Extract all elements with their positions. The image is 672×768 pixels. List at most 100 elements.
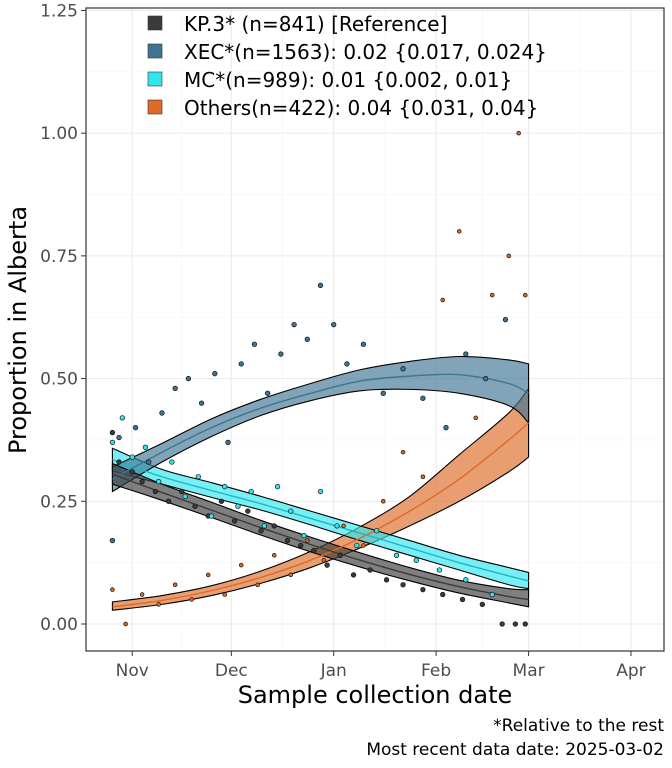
- data-point: [225, 439, 231, 446]
- data-point: [317, 282, 324, 288]
- y-tick-label: 1.25: [40, 1, 78, 21]
- data-point: [109, 537, 116, 544]
- data-point: [165, 498, 172, 504]
- legend-key: [147, 15, 163, 31]
- x-tick-label: Jan: [320, 661, 347, 681]
- data-point: [222, 592, 227, 597]
- data-point: [156, 479, 162, 485]
- data-point: [483, 375, 489, 382]
- data-point: [321, 557, 327, 563]
- data-point: [324, 562, 330, 568]
- data-point: [255, 582, 261, 587]
- data-point: [512, 621, 519, 627]
- y-tick-label: 0.25: [40, 492, 78, 512]
- y-axis-title: Proportion in Alberta: [4, 206, 32, 454]
- data-point: [182, 493, 188, 500]
- data-point: [420, 587, 426, 593]
- data-point: [506, 253, 512, 259]
- data-point: [288, 572, 294, 578]
- data-point: [463, 577, 469, 583]
- data-point: [261, 523, 268, 529]
- caption-relative: *Relative to the rest: [493, 716, 664, 736]
- data-point: [288, 508, 294, 514]
- confidence-bands: [111, 355, 530, 611]
- data-point: [413, 557, 419, 563]
- axis-ticks: Nov Dec Jan Feb Mar Apr 0.00 0.25 0.50 0.75 1.00 1.…: [40, 1, 646, 681]
- data-point: [499, 621, 505, 627]
- data-point: [179, 488, 185, 495]
- data-point: [383, 577, 390, 583]
- x-tick-label: Apr: [616, 661, 645, 681]
- data-point: [169, 459, 175, 465]
- x-tick-label: Feb: [421, 661, 451, 681]
- data-point: [284, 537, 291, 544]
- data-point: [110, 587, 115, 592]
- data-point: [238, 361, 244, 367]
- data-point: [195, 474, 201, 480]
- data-point: [341, 523, 346, 529]
- legend-label: KP.3* (n=841) [Reference]: [184, 12, 447, 36]
- x-axis-title: Sample collection date: [238, 681, 513, 709]
- data-point: [456, 229, 462, 234]
- data-point: [258, 528, 264, 534]
- data-point: [522, 621, 528, 627]
- data-point: [123, 621, 128, 627]
- data-point: [479, 601, 485, 608]
- y-tick-label: 0.50: [40, 370, 78, 390]
- y-tick-label: 0.75: [40, 247, 78, 267]
- fit-line: [112, 422, 530, 608]
- data-point: [218, 498, 225, 504]
- data-point: [172, 582, 178, 587]
- x-tick-label: Dec: [215, 661, 248, 681]
- data-point: [420, 474, 426, 480]
- legend-label: MC*(n=989): 0.01 {0.002, 0.01}: [184, 68, 512, 92]
- data-point: [139, 592, 145, 597]
- legend-key: [147, 71, 163, 87]
- data-point: [152, 488, 159, 495]
- data-point: [367, 567, 373, 573]
- data-point: [317, 488, 324, 495]
- data-point: [337, 552, 343, 558]
- data-point: [459, 596, 466, 603]
- legend-key: [147, 43, 163, 59]
- data-point: [305, 538, 310, 543]
- fit-line: [112, 473, 529, 601]
- y-tick-label: 0.00: [40, 615, 78, 635]
- data-point: [139, 479, 145, 485]
- data-point: [436, 567, 443, 573]
- data-point: [222, 483, 228, 490]
- data-point: [350, 572, 357, 578]
- data-point: [172, 385, 178, 392]
- legend: KP.3* (n=841) [Reference] XEC*(n=1563): 0…: [147, 12, 547, 120]
- data-point: [271, 523, 277, 529]
- data-point: [334, 523, 340, 529]
- data-point: [109, 439, 116, 446]
- data-point: [311, 547, 317, 554]
- data-point: [116, 434, 122, 441]
- data-point: [489, 591, 495, 598]
- data-point: [523, 292, 528, 298]
- data-point: [278, 351, 284, 357]
- data-point: [473, 415, 478, 421]
- data-point: [304, 336, 310, 342]
- data-point: [400, 449, 406, 455]
- data-point: [212, 371, 218, 377]
- data-point: [360, 341, 367, 347]
- data-point: [443, 425, 449, 431]
- data-point: [116, 459, 122, 465]
- data-point: [420, 395, 426, 401]
- data-point: [142, 444, 149, 450]
- caption-recent-date: Most recent data date: 2025-03-02: [366, 740, 664, 760]
- legend-label: XEC*(n=1563): 0.02 {0.017, 0.024}: [184, 40, 547, 64]
- data-point: [189, 597, 194, 602]
- x-tick-label: Mar: [513, 661, 545, 681]
- data-point: [301, 533, 307, 539]
- data-point: [156, 602, 161, 607]
- data-point: [291, 321, 297, 328]
- data-point: [192, 503, 198, 509]
- data-point: [361, 543, 366, 548]
- data-point: [198, 400, 205, 406]
- data-point: [380, 390, 386, 396]
- data-point: [185, 375, 192, 382]
